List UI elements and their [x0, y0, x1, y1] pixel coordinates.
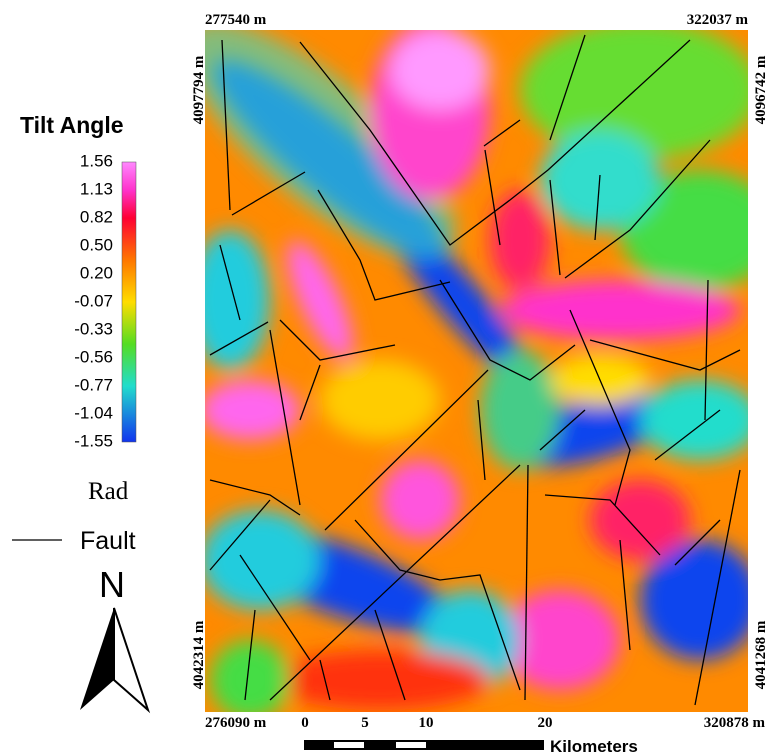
coord-label: 320878 m: [704, 715, 766, 731]
legend-unit: Rad: [88, 478, 129, 505]
legend-ticks: 1.56 1.13 0.82 0.50 0.20 -0.07 -0.33 -0.56 -0.77…: [74, 151, 113, 450]
coord-label: 4042314 m: [191, 620, 207, 689]
legend-tick-label: -0.33: [74, 319, 113, 338]
scale-bar: [304, 740, 544, 750]
coord-label: 276090 m: [205, 715, 267, 731]
legend-title: Tilt Angle: [20, 112, 124, 138]
coord-label: 322037 m: [687, 12, 749, 28]
tilt-angle-raster: [205, 30, 748, 712]
coord-label: 4096742 m: [753, 55, 769, 124]
legend-tick-label: -0.56: [74, 347, 113, 366]
legend-tick-label: -0.77: [74, 375, 113, 394]
coord-label: 4041268 m: [753, 620, 769, 689]
coord-label: 277540 m: [205, 12, 267, 28]
legend-tick-label: 0.82: [80, 207, 113, 226]
north-label: N: [99, 564, 125, 605]
scale-label: 20: [538, 715, 553, 731]
scale-label: 0: [301, 715, 309, 731]
legend-tick-label: 1.56: [80, 151, 113, 170]
color-bar: [121, 161, 137, 443]
scale-unit: Kilometers: [550, 737, 638, 756]
scale-label: 5: [361, 715, 369, 731]
fault-lines: [209, 34, 741, 706]
legend-tick-label: -1.04: [74, 403, 113, 422]
legend-tick-label: 0.50: [80, 235, 113, 254]
fault-label: Fault: [80, 527, 136, 555]
coord-label: 4097794 m: [191, 55, 207, 124]
legend-tick-label: 0.20: [80, 263, 113, 282]
legend-tick-label: 1.13: [80, 179, 113, 198]
scale-label: 10: [419, 715, 434, 731]
north-arrow: [80, 607, 151, 714]
legend-tick-label: -0.07: [74, 291, 113, 310]
legend-tick-label: -1.55: [74, 431, 113, 450]
